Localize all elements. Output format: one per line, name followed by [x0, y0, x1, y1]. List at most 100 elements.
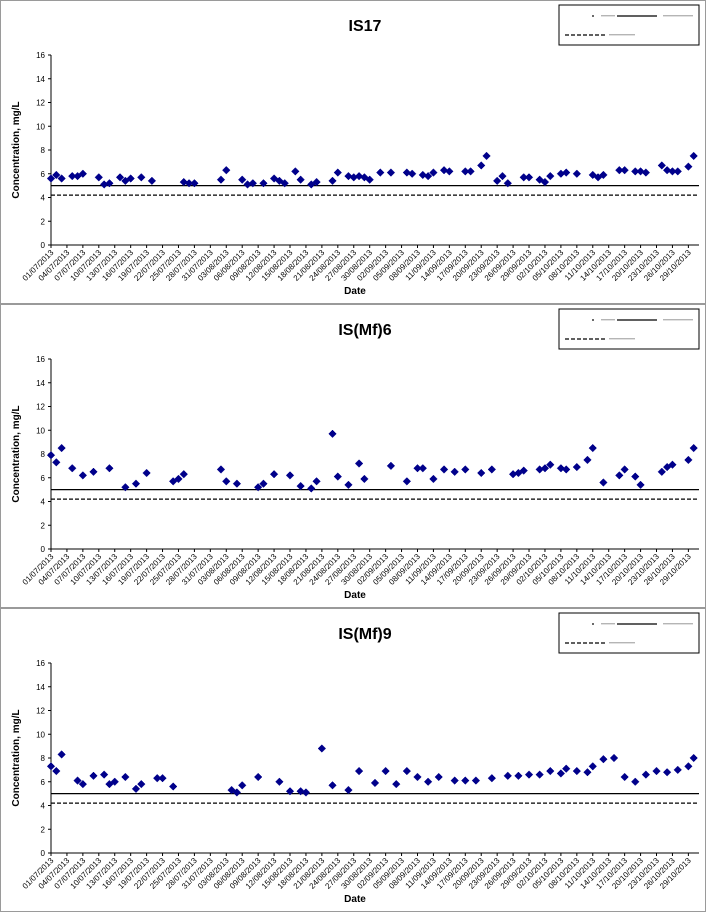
data-point [328, 781, 337, 790]
data-point [285, 471, 295, 480]
y-tick-label: 8 [41, 450, 46, 459]
data-point [562, 465, 571, 474]
data-point [307, 484, 316, 493]
y-axis-title: Concentration, mg/L [11, 101, 22, 198]
data-point [461, 776, 470, 785]
data-point [657, 467, 666, 476]
data-point [408, 169, 417, 178]
data-point [668, 460, 677, 469]
legend-box [558, 308, 700, 350]
data-point [498, 171, 507, 181]
data-point [52, 766, 61, 776]
data-point [275, 176, 284, 186]
data-point [615, 471, 624, 480]
y-tick-label: 14 [36, 75, 45, 84]
data-point [540, 464, 550, 473]
data-point [487, 465, 497, 474]
data-point [99, 770, 109, 779]
data-point [689, 443, 698, 453]
data-point [450, 467, 459, 476]
legend-marker-data [592, 623, 594, 625]
data-point [52, 458, 61, 467]
data-point [599, 478, 608, 487]
data-point [89, 467, 98, 476]
data-point [94, 173, 103, 182]
data-point [147, 176, 157, 186]
data-point [556, 769, 566, 778]
data-point [562, 168, 571, 177]
y-tick-label: 14 [36, 683, 45, 692]
y-tick-label: 0 [41, 241, 46, 250]
y-tick-label: 2 [41, 217, 46, 226]
data-point [259, 179, 268, 188]
data-point [620, 465, 629, 474]
data-point [540, 177, 550, 187]
data-point [524, 770, 534, 779]
data-point [445, 167, 454, 176]
y-axis-title: Concentration, mg/L [11, 709, 22, 806]
legend-faint-text [663, 623, 693, 625]
data-point [269, 470, 279, 479]
data-point [312, 177, 321, 187]
legend-faint-text [609, 34, 635, 36]
data-point [402, 766, 412, 776]
data-point [317, 744, 327, 753]
y-tick-label: 16 [36, 355, 45, 364]
data-point [641, 168, 651, 177]
legend-faint-text [601, 15, 615, 17]
data-point [57, 750, 66, 759]
data-point [423, 171, 433, 181]
data-point [381, 766, 390, 776]
y-tick-label: 10 [36, 122, 45, 131]
data-point [57, 174, 66, 183]
data-point [684, 762, 693, 771]
data-point [620, 166, 629, 175]
legend-faint-text [663, 15, 693, 17]
x-axis-title: Date [344, 286, 366, 297]
data-point [636, 480, 645, 490]
data-point [137, 173, 146, 182]
data-point [641, 770, 651, 779]
data-point [429, 168, 438, 177]
data-point [238, 175, 247, 184]
data-point [673, 765, 682, 775]
data-point [121, 772, 130, 782]
data-point [599, 170, 608, 180]
data-point [190, 179, 199, 188]
data-point [344, 785, 353, 795]
legend-marker-data [592, 15, 594, 17]
data-point [487, 774, 497, 783]
data-point [673, 167, 682, 176]
data-point [222, 166, 231, 175]
legend-box [558, 612, 700, 654]
data-point [78, 779, 88, 789]
data-point [689, 151, 698, 161]
data-point [684, 162, 693, 171]
data-point [131, 479, 141, 488]
data-point [105, 179, 114, 188]
chart-title: IS(Mf)6 [338, 322, 391, 339]
data-point [57, 443, 66, 453]
legend-faint-text [609, 338, 635, 340]
legend-faint-text [601, 623, 615, 625]
data-point [110, 777, 119, 786]
data-point [142, 468, 151, 478]
data-point [131, 784, 141, 794]
data-point [296, 175, 305, 184]
data-point [179, 470, 188, 479]
chart-panel-is-mf-6: IS(Mf)6 Concentration, mg/L 0 2 4 6 8 10 12 14 16 0… [0, 304, 706, 608]
data-point [450, 776, 459, 785]
legend-marker-data [592, 319, 594, 321]
data-point [466, 167, 475, 176]
data-point [232, 788, 242, 797]
data-point [503, 771, 512, 780]
data-point [328, 429, 337, 438]
data-point [631, 777, 640, 786]
chart-panel-is17: IS17 Concentration, mg/L 0 2 4 6 8 10 12 14 16 01/0… [0, 0, 706, 304]
data-point [535, 770, 544, 779]
data-point [158, 774, 167, 783]
data-point [174, 474, 183, 484]
data-point [115, 173, 125, 182]
data-point [370, 778, 380, 788]
